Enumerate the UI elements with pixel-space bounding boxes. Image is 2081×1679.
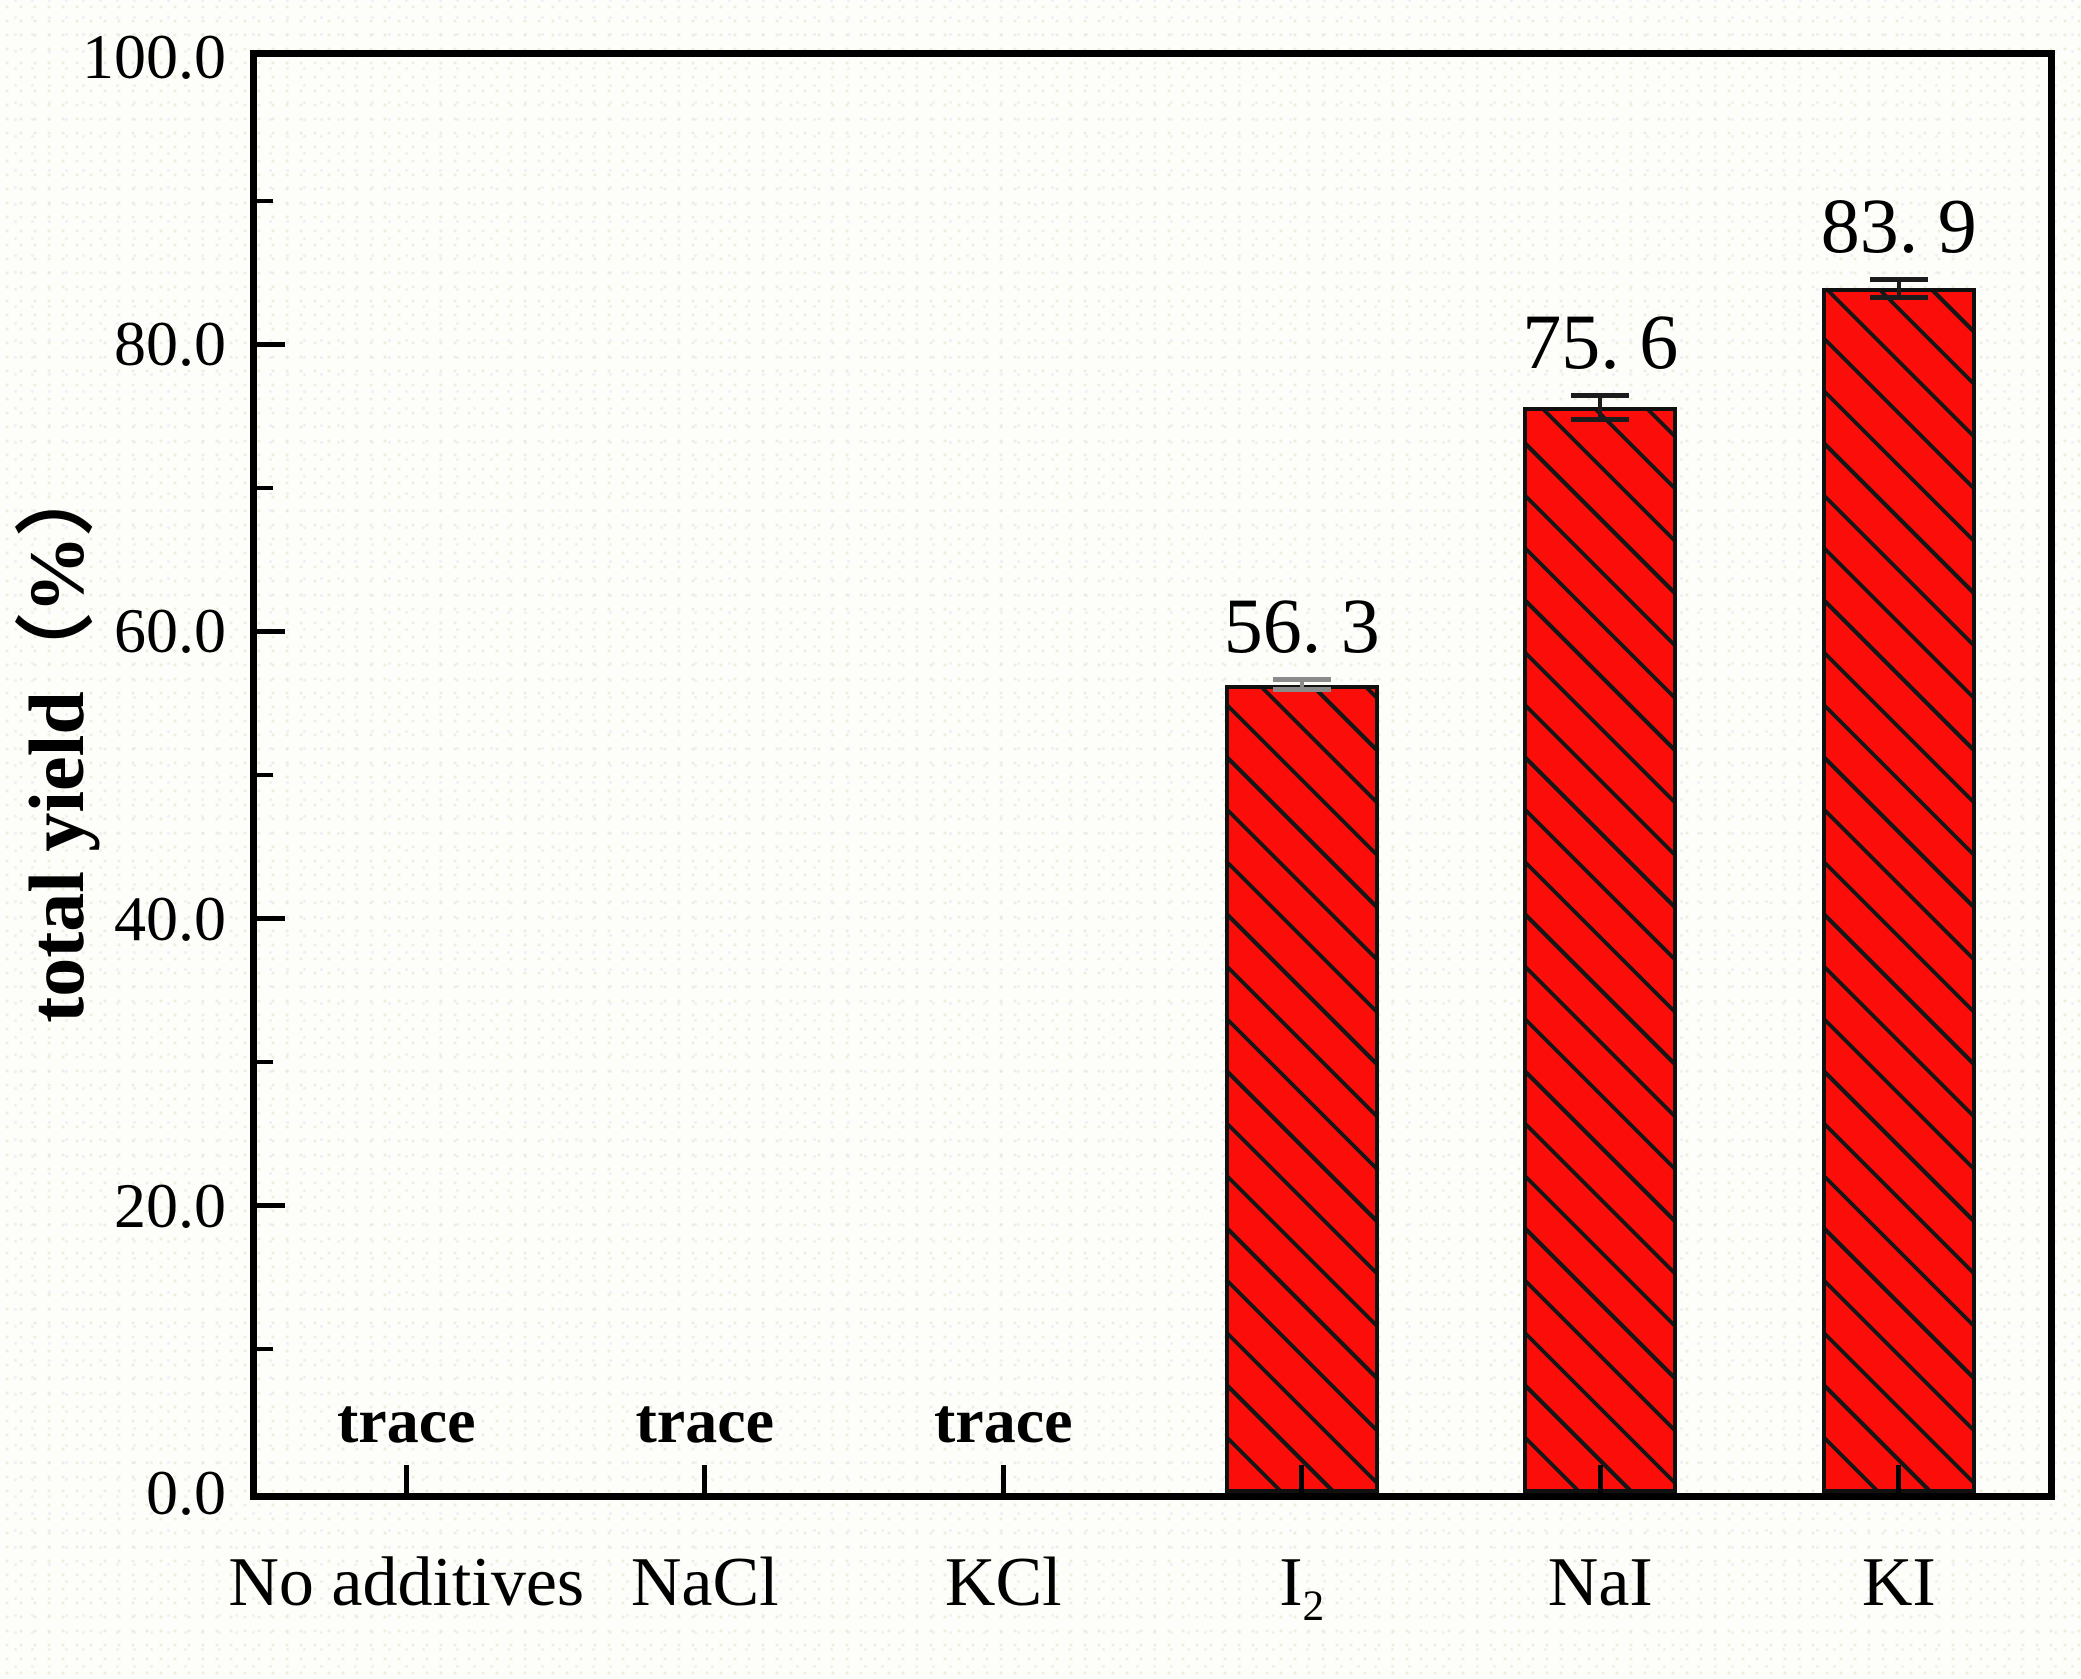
x-tick: [1896, 1465, 1902, 1493]
x-category-text: NaCl: [630, 1544, 779, 1621]
y-major-tick: [257, 341, 285, 347]
plot-area: 56. 3 75. 6 83. 9 trace trace trace: [250, 50, 2055, 1500]
trace-label: trace: [336, 1385, 476, 1456]
error-bar: [1869, 276, 1928, 300]
error-bar-cap-top: [1571, 393, 1630, 399]
x-category-text: I: [1279, 1544, 1303, 1621]
x-category-subscript: 2: [1302, 1582, 1325, 1630]
x-category-text: KCl: [944, 1544, 1062, 1621]
y-minor-tick: [257, 1060, 273, 1065]
error-bar-stem: [1299, 677, 1304, 692]
x-category-text: NaI: [1547, 1544, 1653, 1621]
y-tick-label: 40.0: [114, 882, 226, 954]
x-category-label-I2: I2: [1279, 1548, 1324, 1628]
bar-I2: [1224, 684, 1379, 1493]
error-bar-cap-top: [1869, 276, 1928, 282]
x-category-label-No additives: No additives: [228, 1548, 584, 1618]
x-category-label-KCl: KCl: [945, 1548, 1062, 1618]
bar-value-label: 75. 6: [1522, 298, 1679, 386]
error-bar-stem: [1896, 276, 1901, 300]
y-major-tick: [257, 916, 285, 922]
x-category-label-KI: KI: [1862, 1548, 1936, 1618]
bar-KI: [1821, 288, 1976, 1493]
x-category-label-NaCl: NaCl: [631, 1548, 779, 1618]
y-major-tick: [257, 628, 285, 634]
error-bar-cap-bottom: [1571, 416, 1630, 422]
y-minor-tick: [257, 1347, 273, 1352]
y-tick-label: 20.0: [114, 1169, 226, 1241]
trace-label: trace: [635, 1385, 775, 1456]
y-minor-tick: [257, 198, 273, 203]
error-bar-stem: [1598, 393, 1603, 422]
y-tick-label: 0.0: [146, 1457, 226, 1528]
error-bar-cap-top: [1272, 677, 1331, 683]
bar-NaI: [1523, 407, 1678, 1493]
x-category-text: No additives: [228, 1544, 585, 1621]
y-tick-label: 60.0: [114, 595, 226, 667]
bar-value-label: 56. 3: [1223, 582, 1380, 670]
x-tick: [1299, 1465, 1305, 1493]
y-tick-label: 100.0: [82, 21, 226, 92]
error-bar-cap-bottom: [1869, 294, 1928, 300]
x-category-text: KI: [1861, 1544, 1936, 1621]
error-bar-cap-bottom: [1272, 686, 1331, 692]
bar-value-label: 83. 9: [1820, 181, 1977, 269]
x-tick: [403, 1465, 409, 1493]
x-tick: [1000, 1465, 1006, 1493]
error-bar: [1272, 677, 1331, 692]
x-tick: [1597, 1465, 1603, 1493]
x-tick: [702, 1465, 708, 1493]
y-tick-label: 80.0: [114, 308, 226, 380]
error-bar: [1571, 393, 1630, 422]
y-major-tick: [257, 1203, 285, 1209]
y-minor-tick: [257, 485, 273, 490]
y-minor-tick: [257, 773, 273, 777]
x-category-label-NaI: NaI: [1548, 1548, 1653, 1618]
trace-label: trace: [933, 1385, 1073, 1456]
